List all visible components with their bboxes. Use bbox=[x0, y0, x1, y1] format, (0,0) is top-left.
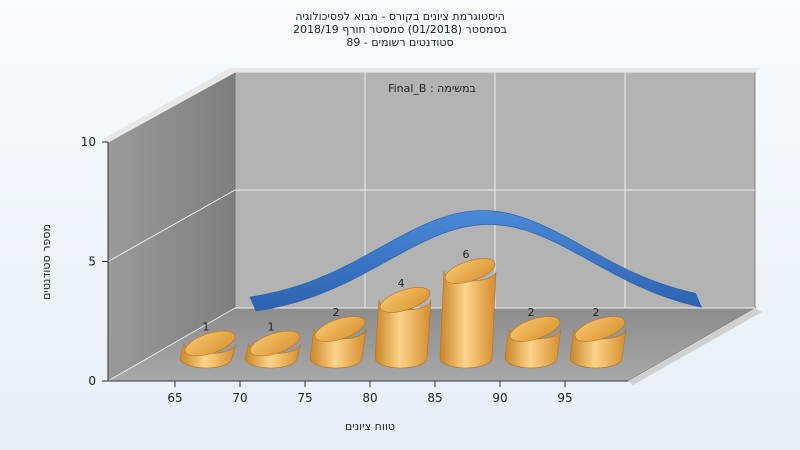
bar: 2 bbox=[504, 306, 562, 369]
bar: 4 bbox=[374, 277, 432, 369]
bar-top bbox=[249, 330, 301, 357]
x-axis-ticks: 65 70 75 80 85 90 95 bbox=[167, 381, 573, 405]
bar-top bbox=[509, 316, 561, 342]
gridline-side bbox=[107, 71, 236, 143]
bar-data-label: 2 bbox=[593, 306, 600, 319]
y-tick-label: 10 bbox=[81, 135, 96, 149]
title-line-2: בסמסטר (01/2018) סמסטר חורף 2018/19 bbox=[293, 23, 507, 36]
title-line-1: היסטוגרמת ציונים בקורס - מבוא לפסיכולוגי… bbox=[295, 10, 505, 23]
bar: 2 bbox=[309, 306, 367, 369]
normal-curve-ribbon bbox=[249, 210, 703, 312]
bar-data-label: 1 bbox=[203, 321, 210, 334]
y-tick-label: 0 bbox=[88, 374, 96, 388]
gridline-side bbox=[107, 189, 236, 262]
bars: 1 1 2 4 6 2 2 bbox=[179, 248, 627, 369]
y-axis-ticks: 0 5 10 bbox=[81, 135, 108, 388]
bar-body bbox=[439, 270, 497, 369]
y-tick-label: 5 bbox=[88, 255, 96, 269]
bar-top bbox=[444, 258, 496, 284]
x-tick-label: 75 bbox=[297, 391, 312, 405]
x-tick-label: 85 bbox=[427, 391, 442, 405]
x-tick-label: 90 bbox=[492, 391, 507, 405]
x-tick-label: 80 bbox=[362, 391, 377, 405]
bar-data-label: 1 bbox=[268, 321, 275, 334]
title-line-3: סטודנטים רשומים - 89 bbox=[346, 36, 454, 49]
normal-curve bbox=[249, 210, 703, 312]
bar-top bbox=[574, 316, 626, 342]
x-axis-title: טווח ציונים bbox=[345, 420, 395, 433]
bar: 2 bbox=[569, 306, 627, 369]
bar-top bbox=[314, 316, 366, 342]
chart-title: היסטוגרמת ציונים בקורס - מבוא לפסיכולוגי… bbox=[0, 10, 800, 49]
bar: 1 bbox=[244, 321, 302, 369]
bar: 1 bbox=[179, 321, 237, 369]
bar-data-label: 2 bbox=[333, 306, 340, 319]
bar-top bbox=[184, 330, 236, 357]
bar-top bbox=[379, 287, 431, 313]
y-axis-title: מספר סטודנטים bbox=[40, 224, 53, 300]
floor-edge bbox=[628, 308, 762, 385]
x-tick-label: 95 bbox=[557, 391, 572, 405]
bar-data-label: 2 bbox=[528, 306, 535, 319]
bar-data-label: 4 bbox=[398, 277, 405, 290]
x-tick-label: 70 bbox=[232, 391, 247, 405]
gridline-side bbox=[107, 307, 236, 382]
x-tick-label: 65 bbox=[167, 391, 182, 405]
chart-subtitle: במשימה : Final_B bbox=[388, 82, 476, 95]
bar-data-label: 6 bbox=[463, 248, 470, 261]
bar: 6 bbox=[439, 248, 497, 369]
